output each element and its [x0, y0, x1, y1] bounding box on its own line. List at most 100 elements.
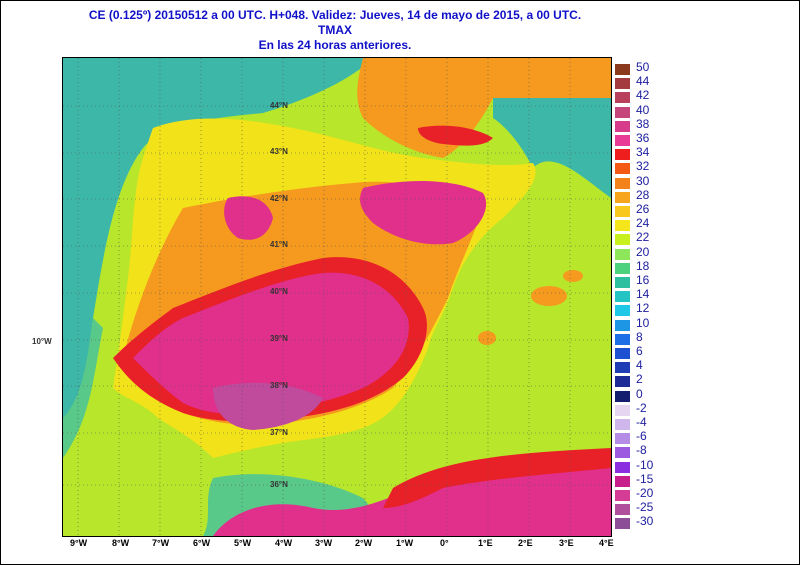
legend-swatch: [614, 105, 631, 119]
legend-swatch: [614, 91, 631, 105]
legend-swatch: [614, 503, 631, 517]
legend-value: -30: [636, 514, 654, 529]
legend-value: -6: [636, 429, 647, 444]
legend-value: 40: [636, 102, 650, 117]
lon-label: 1°W: [396, 538, 414, 548]
legend-swatch: [614, 148, 631, 162]
legend-value: 24: [636, 216, 650, 231]
legend-swatch: [614, 290, 631, 304]
lat-label: 40°N: [270, 287, 288, 296]
legend-value: 30: [636, 173, 650, 188]
lat-label: 36°N: [270, 480, 288, 489]
lon-label: 0°: [440, 538, 449, 548]
legend-swatch: [614, 474, 631, 488]
atlantic-mild-sea: [63, 318, 103, 458]
legend-value: -10: [636, 457, 654, 472]
legend-swatch: [614, 276, 631, 289]
legend-value: -15: [636, 471, 654, 486]
legend-value: 44: [636, 74, 650, 89]
legend-value: -25: [636, 500, 654, 515]
legend-value: 18: [636, 258, 650, 273]
legend-swatch: [614, 176, 631, 190]
legend-value: 32: [636, 159, 650, 174]
lon-label: 2°E: [518, 538, 533, 548]
legend-swatch: [614, 517, 631, 531]
variable-title: TMAX: [318, 23, 352, 37]
temperature-map: [62, 57, 612, 537]
legend-swatch: [614, 389, 631, 403]
legend-value: 42: [636, 88, 650, 103]
legend-swatch: [614, 162, 631, 176]
legend-value: 26: [636, 202, 650, 216]
duero-valley-heat: [224, 196, 273, 240]
legend-value: -20: [636, 486, 654, 500]
legend-swatch: [614, 318, 631, 332]
legend-value: 8: [636, 329, 643, 344]
legend-value: -2: [636, 400, 647, 415]
lon-label: 4°W: [275, 538, 293, 548]
legend-value: 36: [636, 131, 650, 145]
lon-label: 6°W: [193, 538, 211, 548]
legend-value: 4: [636, 358, 643, 373]
lon-label: 4°E: [599, 538, 614, 548]
legend-value: 12: [636, 301, 650, 316]
lat-label: 41°N: [270, 240, 288, 249]
lat-label: 42°N: [270, 194, 288, 203]
legend-swatch: [614, 261, 631, 275]
forecast-header: CE (0.125º) 20150512 a 00 UTC. H+048. Va…: [88, 8, 582, 22]
legend-swatch: [614, 219, 631, 233]
legend-swatch: [614, 460, 631, 474]
lon-label: 3°W: [315, 538, 333, 548]
lon-label: 1°E: [478, 538, 493, 548]
legend-swatch: [614, 190, 631, 204]
lat-label: 43°N: [270, 147, 288, 156]
atlantic-cold-sea: [63, 58, 373, 418]
legend-swatch: [614, 403, 631, 417]
legend-value: 22: [636, 230, 650, 245]
lon-label: 8°W: [112, 538, 130, 548]
north-africa-coast: [383, 448, 611, 508]
ebro-valley-heat: [360, 181, 487, 245]
legend-swatch: [614, 205, 631, 218]
lon-label: 7°W: [152, 538, 170, 548]
mallorca-island: [531, 286, 567, 306]
legend-value: 6: [636, 344, 643, 358]
legend-swatch: [614, 134, 631, 147]
legend-swatch: [614, 347, 631, 360]
lat-label: 44°N: [270, 101, 288, 110]
legend-value: 20: [636, 244, 650, 259]
lon-label: 9°W: [70, 538, 88, 548]
france-hot-area: [418, 125, 493, 146]
legend-swatch: [614, 446, 631, 460]
legend-value: -4: [636, 415, 647, 429]
legend-swatch: [614, 432, 631, 446]
legend-swatch: [614, 418, 631, 431]
legend-swatch: [614, 489, 631, 502]
legend-value: 38: [636, 116, 650, 131]
legend-value: 14: [636, 287, 650, 302]
side-lon-label: 10°W: [32, 337, 52, 346]
lon-label: 2°W: [355, 538, 373, 548]
legend-swatch: [614, 375, 631, 389]
legend-value: 50: [636, 60, 650, 74]
lat-label: 37°N: [270, 428, 288, 437]
legend-value: 28: [636, 187, 650, 202]
legend-swatch: [614, 332, 631, 346]
legend-value: -8: [636, 443, 647, 458]
legend-swatch: [614, 361, 631, 375]
legend-swatch: [614, 119, 631, 133]
period-subtitle: En las 24 horas anteriores.: [258, 38, 412, 52]
map-canvas: [63, 58, 611, 536]
lat-label: 38°N: [270, 381, 288, 390]
legend-swatch: [614, 247, 631, 261]
legend-value: 34: [636, 145, 650, 160]
legend-value: 16: [636, 273, 650, 287]
legend-value: 2: [636, 372, 643, 387]
legend-swatch: [614, 233, 631, 247]
legend-swatch: [614, 77, 631, 91]
lat-label: 39°N: [270, 334, 288, 343]
legend-value: 10: [636, 315, 650, 330]
legend-value: 0: [636, 386, 643, 401]
guadalquivir-heat: [213, 382, 323, 430]
southern-plateau-heat: [133, 272, 409, 415]
